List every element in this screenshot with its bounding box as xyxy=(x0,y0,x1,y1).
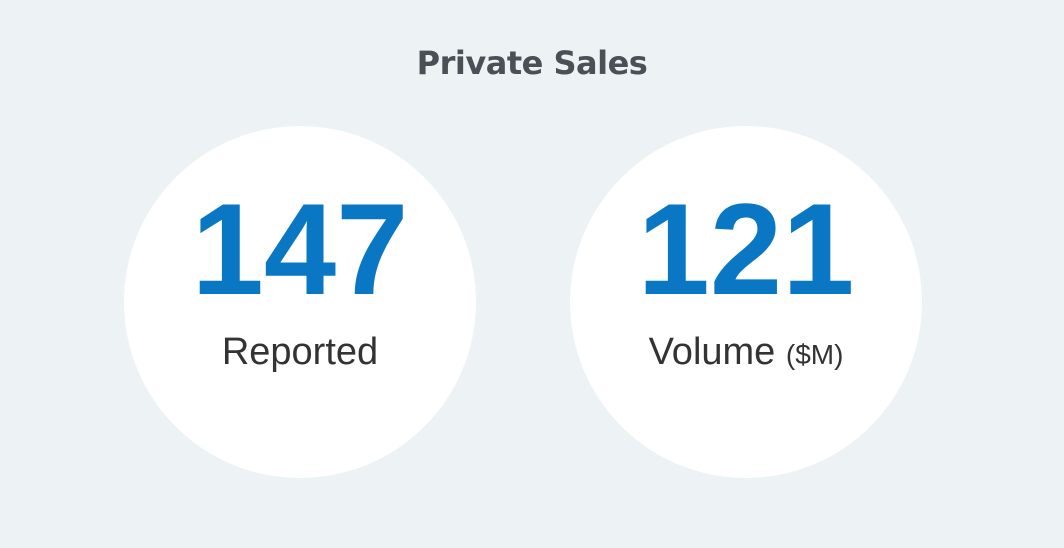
stat-card: 121 Volume ($M) xyxy=(570,126,922,478)
stat-label: Volume ($M) xyxy=(570,330,922,377)
label-text: Reported xyxy=(221,331,379,373)
unit-text: ($M) xyxy=(785,339,844,370)
label-text: Volume xyxy=(648,331,776,373)
stat-value: 147 xyxy=(191,176,409,322)
stat-card: 147 Reported xyxy=(124,126,476,478)
stat-label: Reported xyxy=(124,330,476,374)
title: Private Sales xyxy=(416,44,648,82)
stat-value: 121 xyxy=(637,176,855,322)
